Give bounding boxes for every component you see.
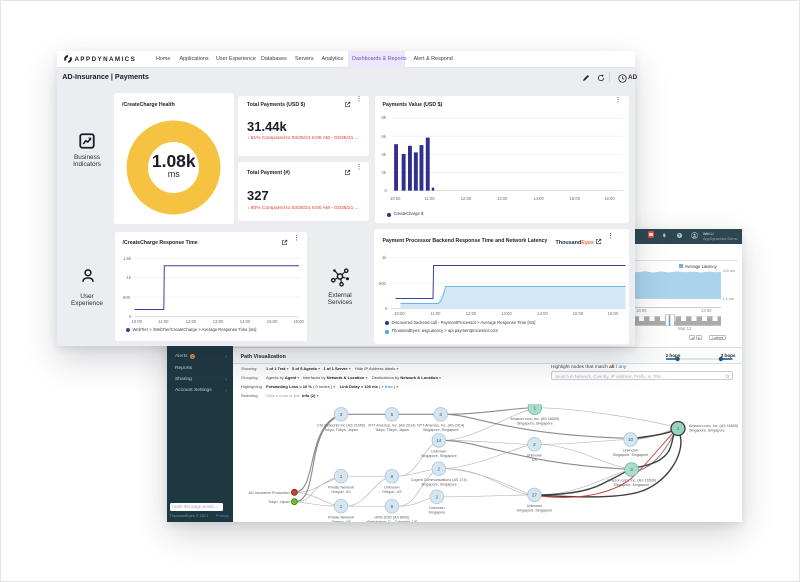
svg-text:8: 8 — [391, 503, 394, 508]
svg-text:GRS-DOD (AS 8003): GRS-DOD (AS 8003) — [374, 515, 409, 519]
svg-text:Unknown: Unknown — [527, 453, 542, 457]
svg-text:Private Network: Private Network — [328, 485, 354, 489]
svg-text:14: 14 — [436, 438, 442, 443]
svg-text:NTT America, Inc. (AS 2914): NTT America, Inc. (AS 2914) — [417, 423, 464, 427]
svg-text:Oregon, US: Oregon, US — [331, 520, 351, 523]
svg-text:3: 3 — [439, 412, 442, 417]
svg-text:Unknown: Unknown — [429, 506, 444, 510]
svg-text:Cogent Communications (AS 174): Cogent Communications (AS 174) — [411, 478, 467, 482]
svg-text:Private Network: Private Network — [328, 515, 354, 519]
svg-text:Singapore, Singapore: Singapore, Singapore — [421, 454, 457, 458]
svg-text:US: US — [532, 458, 538, 462]
svg-text:Amazon.com, Inc. (AS 16509): Amazon.com, Inc. (AS 16509) — [689, 424, 738, 428]
svg-text:Singapore, Singapore: Singapore, Singapore — [613, 453, 649, 457]
svg-text:CSI Networks Inc (AS 21659): CSI Networks Inc (AS 21659) — [317, 423, 365, 427]
svg-text:27: 27 — [532, 492, 538, 497]
svg-text:8: 8 — [391, 473, 394, 478]
svg-text:Tokyo, Tōkyō, Japan: Tokyo, Tōkyō, Japan — [375, 428, 409, 432]
svg-text:1: 1 — [340, 473, 343, 478]
svg-text:Amazon.com, Inc. (AS 16509): Amazon.com, Inc. (AS 16509) — [510, 417, 559, 421]
svg-text:Tokyo, Japan: Tokyo, Japan — [268, 500, 290, 504]
svg-text:Unknown: Unknown — [527, 504, 542, 508]
svg-text:3: 3 — [340, 412, 343, 417]
svg-text:Singapore, Singapore: Singapore, Singapore — [421, 482, 457, 486]
svg-text:2: 2 — [438, 466, 441, 471]
svg-text:Oregon, US: Oregon, US — [382, 490, 402, 494]
svg-text:NTT America, Inc. (AS 2914): NTT America, Inc. (AS 2914) — [368, 423, 415, 427]
svg-text:Amazon.com, Inc. (AS 16509): Amazon.com, Inc. (AS 16509) — [607, 478, 656, 482]
svg-text:Singapore, Singapore: Singapore, Singapore — [517, 508, 553, 512]
svg-text:Singapore, Singapore: Singapore, Singapore — [689, 428, 725, 432]
svg-text:Unknown: Unknown — [623, 448, 638, 452]
svg-text:2: 2 — [436, 494, 439, 499]
svg-text:10: 10 — [628, 437, 634, 442]
svg-text:Oregon, US: Oregon, US — [331, 490, 351, 494]
svg-text:3: 3 — [630, 467, 633, 472]
svg-text:Singapore, Singapore: Singapore, Singapore — [614, 483, 650, 487]
svg-text:1: 1 — [534, 405, 537, 410]
svg-text:Unknown: Unknown — [384, 485, 399, 489]
svg-text:1: 1 — [340, 503, 343, 508]
svg-text:Singapore, Singapore: Singapore, Singapore — [517, 421, 553, 425]
svg-text:Tokyo, Tōkyō, Japan: Tokyo, Tōkyō, Japan — [324, 428, 358, 432]
svg-text:Unknown: Unknown — [431, 449, 446, 453]
svg-text:2: 2 — [533, 442, 536, 447]
svg-text:1: 1 — [677, 426, 680, 431]
svg-text:Washington, D... Columbia, US: Washington, D... Columbia, US — [366, 520, 417, 523]
svg-text:AD-Insurance Production: AD-Insurance Production — [248, 490, 289, 494]
svg-text:Singapore, Singapore: Singapore, Singapore — [423, 428, 459, 432]
svg-text:5: 5 — [391, 412, 394, 417]
svg-text:Singapore: Singapore — [428, 510, 445, 514]
